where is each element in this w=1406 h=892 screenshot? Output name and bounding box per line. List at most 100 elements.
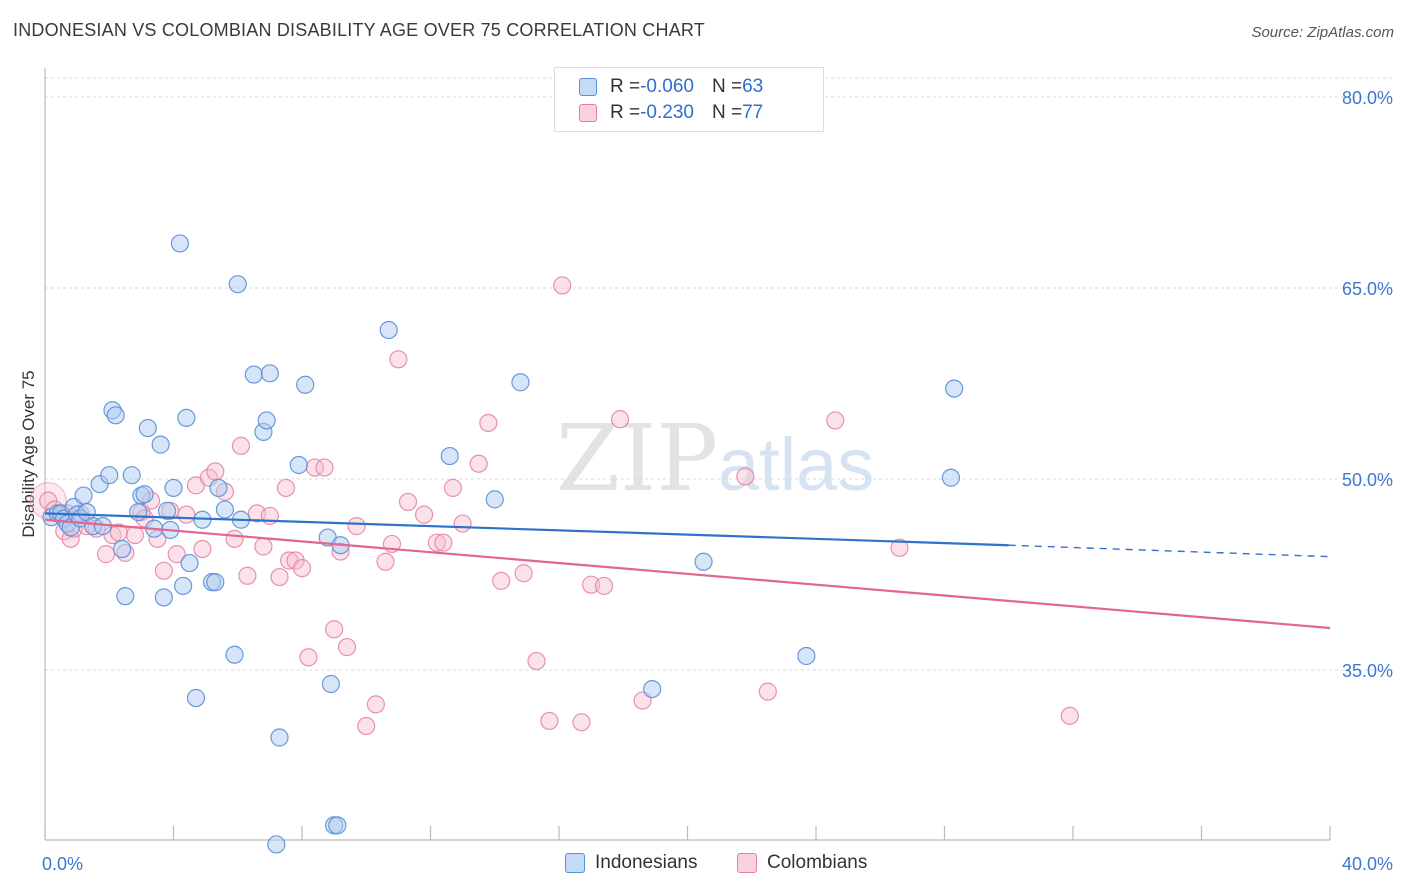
indonesians-point (328, 816, 347, 835)
colombians-point (398, 492, 418, 512)
indonesians-point (296, 375, 315, 394)
colombians-point (366, 695, 385, 714)
colombians-point (594, 576, 614, 596)
indonesians-point (267, 835, 286, 854)
indonesians-trend-line (44, 512, 1009, 547)
indonesians-point (257, 411, 276, 430)
colombians-point (337, 637, 357, 657)
colombians-point (492, 571, 511, 590)
indonesians-point (321, 674, 341, 694)
correlation-legend: R = -0.060 N = 63 R = -0.230 N = 77 (554, 67, 824, 132)
legend-label: Indonesians (595, 852, 698, 873)
colombians-point (469, 454, 488, 473)
legend-row-colombians: R = -0.230 N = 77 (579, 101, 763, 125)
watermark: ZIP atlas (556, 405, 874, 512)
indonesians-point (122, 466, 141, 485)
colombians-point (582, 575, 601, 594)
watermark-atlas: atlas (718, 423, 874, 506)
indonesians-point (228, 275, 247, 294)
legend-item-indonesians[interactable]: Indonesians (565, 852, 697, 874)
colombians-point (572, 713, 591, 732)
colombians-point (376, 552, 395, 571)
colombians-point (736, 467, 755, 486)
colombians-point (427, 533, 447, 552)
indonesians-point (511, 373, 530, 392)
indonesians-point (945, 379, 964, 398)
colombians-point (292, 559, 312, 578)
colombians-point (553, 276, 572, 295)
colombians-point (434, 533, 453, 552)
x-tick-label: 40.0% (1342, 854, 1393, 874)
colombians-point (299, 648, 318, 667)
indonesians-point (164, 478, 183, 498)
n-value: 77 (742, 102, 764, 123)
trend-lines (44, 512, 1331, 630)
indonesians-swatch (579, 78, 597, 96)
colombians-point (125, 525, 145, 545)
indonesians-point (225, 645, 244, 664)
n-label: N = (711, 102, 743, 123)
chart-title: INDONESIAN VS COLOMBIAN DISABILITY AGE O… (13, 20, 705, 40)
colombians-point (270, 567, 289, 587)
indonesians-points (42, 234, 964, 854)
y-tick-label: 35.0% (1342, 661, 1393, 681)
colombians-point (443, 478, 463, 498)
y-tick-label: 50.0% (1342, 470, 1393, 490)
colombians-point (758, 682, 777, 701)
indonesians-point (941, 468, 961, 487)
indonesians-point (289, 455, 308, 475)
colombians-point (167, 545, 186, 564)
n-label: N = (711, 76, 743, 97)
indonesians-point (157, 501, 177, 520)
legend-label: Colombians (767, 852, 868, 873)
indonesians-point (116, 587, 135, 606)
r-label: R = (610, 76, 641, 97)
colombians-point (325, 620, 344, 639)
indonesians-point (260, 364, 279, 383)
colombians-point (231, 436, 251, 455)
indonesians-point (154, 588, 173, 607)
r-label: R = (610, 102, 641, 123)
indonesians-trend-extension (1008, 544, 1331, 558)
colombians-trend-line (44, 518, 1331, 630)
watermark-zip: ZIP (556, 405, 718, 512)
indonesians-point (186, 688, 206, 708)
indonesians-point (797, 646, 816, 666)
colombians-point (254, 537, 273, 556)
r-value: -0.060 (640, 76, 694, 97)
indonesians-point (244, 365, 263, 384)
colombians-point (610, 410, 630, 429)
colombians-point (389, 350, 408, 369)
indonesians-point (694, 552, 713, 571)
indonesians-point (485, 490, 504, 509)
colombians-point (276, 478, 296, 498)
indonesians-point (129, 503, 148, 522)
colombians-point (286, 551, 305, 570)
colombians-point (453, 514, 472, 533)
indonesians-point (177, 408, 196, 427)
indonesians-point (174, 576, 193, 596)
colombians-point (315, 458, 334, 477)
colombians-point (826, 411, 845, 430)
indonesians-point (151, 435, 170, 454)
indonesians-point (440, 446, 459, 466)
indonesians-point (215, 500, 234, 519)
colombians-point (527, 651, 546, 671)
colombians-points (29, 276, 1079, 736)
y-tick-label: 65.0% (1342, 279, 1393, 299)
indonesians-point (643, 679, 662, 699)
colombians-point (414, 505, 434, 524)
colombians-point (1060, 706, 1079, 725)
colombians-point (206, 462, 225, 481)
colombians-point (357, 716, 376, 736)
r-value: -0.230 (640, 102, 694, 123)
indonesians-point (209, 478, 228, 498)
indonesians-point (106, 406, 125, 425)
colombians-point (193, 539, 212, 559)
legend-row-indonesians: R = -0.060 N = 63 (579, 75, 763, 99)
legend-item-colombians[interactable]: Colombians (737, 852, 867, 874)
colombians-point (238, 566, 257, 585)
colombians-point (479, 413, 498, 433)
colombians-swatch (737, 853, 757, 873)
